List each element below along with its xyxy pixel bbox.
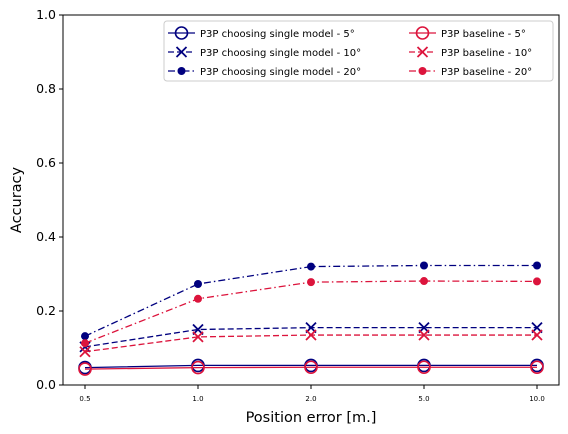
- data-point-stroke: [418, 329, 430, 341]
- legend-label: P3P baseline - 20°: [441, 67, 532, 78]
- legend-label: P3P choosing single model - 20°: [200, 67, 361, 78]
- y-tick-label: 0.6: [36, 155, 56, 170]
- y-tick-label: 0.4: [36, 229, 56, 244]
- data-point: [81, 339, 89, 348]
- x-tick-label: 0.5: [79, 395, 90, 403]
- series-group: [81, 261, 541, 341]
- series-line: [84, 364, 537, 369]
- data-point: [81, 332, 89, 341]
- data-point: [304, 360, 318, 375]
- x-tick-label: 5.0: [418, 395, 429, 403]
- data-point-stroke: [416, 46, 429, 58]
- y-tick-label: 0.8: [36, 81, 56, 96]
- data-point: [533, 277, 541, 286]
- data-point: [416, 46, 429, 58]
- y-axis-label: Accuracy: [9, 166, 25, 233]
- x-axis-label: Position error [m.]: [246, 410, 377, 426]
- data-point: [194, 294, 202, 303]
- data-point: [533, 261, 541, 270]
- data-point: [530, 360, 544, 375]
- data-point-stroke: [192, 331, 204, 343]
- data-point-stroke: [175, 46, 188, 58]
- data-point: [418, 329, 430, 341]
- data-point: [305, 329, 317, 341]
- data-point: [420, 277, 428, 286]
- data-point: [307, 278, 315, 287]
- y-tick-label: 1.0: [36, 7, 56, 22]
- legend: P3P choosing single model - 5° P3P choosi…: [163, 20, 554, 82]
- x-tick-label: 10.0: [529, 395, 545, 403]
- data-point-stroke: [305, 329, 317, 341]
- series-group: [79, 322, 543, 353]
- series-group: [81, 277, 541, 348]
- series-line: [84, 366, 537, 370]
- series-group: [78, 360, 544, 376]
- data-point: [194, 279, 202, 288]
- data-point: [417, 360, 431, 375]
- data-point: [531, 329, 543, 341]
- data-point: [191, 360, 205, 375]
- series-group: [79, 329, 543, 358]
- data-point: [174, 26, 189, 40]
- data-point: [79, 346, 91, 358]
- x-axis: 0.5 1.0 2.0 5.0 10.0: [79, 385, 545, 403]
- legend-label: P3P choosing single model - 5°: [200, 29, 355, 40]
- data-point-stroke: [531, 329, 543, 341]
- data-point-stroke: [79, 346, 91, 358]
- series-line: [84, 264, 537, 337]
- data-point: [192, 331, 204, 343]
- x-tick-label: 1.0: [192, 395, 203, 403]
- y-tick-label: 0.0: [36, 377, 56, 392]
- legend-label: P3P baseline - 5°: [441, 29, 526, 40]
- data-point: [307, 262, 315, 271]
- series-line: [84, 326, 537, 348]
- legend-label: P3P choosing single model - 10°: [200, 48, 361, 59]
- legend-label: P3P baseline - 10°: [441, 48, 532, 59]
- data-point: [78, 362, 92, 376]
- data-point: [415, 26, 430, 40]
- legend-box: [163, 20, 554, 82]
- series-layer: [78, 261, 544, 376]
- data-point: [420, 261, 428, 270]
- x-tick-label: 2.0: [305, 395, 316, 403]
- data-point: [177, 67, 186, 75]
- y-axis: 0.0 0.2 0.4 0.6 0.8 1.0: [36, 7, 63, 392]
- series-line: [84, 334, 537, 353]
- data-point: [418, 67, 427, 75]
- y-tick-label: 0.2: [36, 303, 56, 318]
- data-point: [175, 46, 188, 58]
